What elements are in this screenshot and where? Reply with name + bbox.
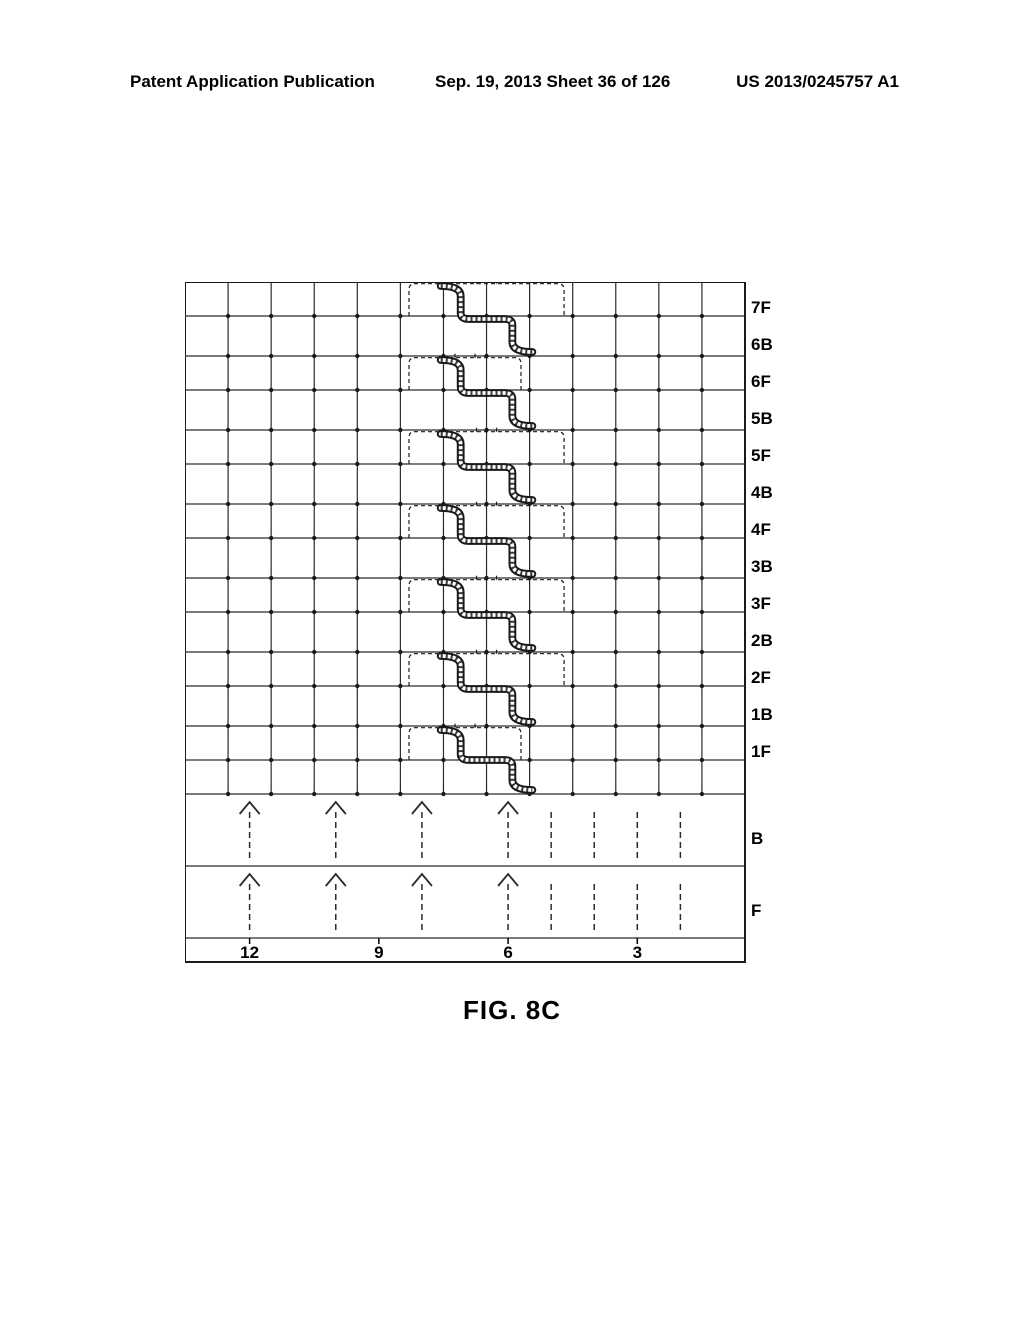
svg-text:1F: 1F	[751, 742, 771, 761]
svg-text:6F: 6F	[751, 372, 771, 391]
svg-text:B: B	[751, 829, 763, 848]
figure-caption: FIG. 8C	[0, 995, 1024, 1026]
svg-text:1B: 1B	[751, 705, 773, 724]
svg-text:F: F	[751, 901, 761, 920]
svg-text:9: 9	[374, 943, 383, 962]
header-publication: Patent Application Publication	[130, 72, 375, 92]
svg-text:12: 12	[240, 943, 259, 962]
page: Patent Application Publication Sep. 19, …	[0, 0, 1024, 1320]
svg-text:5F: 5F	[751, 446, 771, 465]
svg-text:2B: 2B	[751, 631, 773, 650]
svg-text:4F: 4F	[751, 520, 771, 539]
figure-area: 7F6B6F5B5F4B4F3B3F2B2F1B1FBF12963	[185, 282, 745, 962]
svg-text:4B: 4B	[751, 483, 773, 502]
header-pub-number: US 2013/0245757 A1	[736, 72, 899, 92]
svg-text:3F: 3F	[751, 594, 771, 613]
svg-text:3: 3	[633, 943, 642, 962]
svg-text:3B: 3B	[751, 557, 773, 576]
svg-text:6: 6	[503, 943, 512, 962]
header-sheet-info: Sep. 19, 2013 Sheet 36 of 126	[435, 72, 670, 92]
svg-text:5B: 5B	[751, 409, 773, 428]
svg-text:2F: 2F	[751, 668, 771, 687]
knitting-diagram: 7F 6B 6F 5B 5F 4B 4F 3B 3F 2B 2F 1B 1F B F 12 9 6 3	[185, 282, 785, 982]
svg-text:6B: 6B	[751, 335, 773, 354]
svg-text:7F: 7F	[751, 298, 771, 317]
